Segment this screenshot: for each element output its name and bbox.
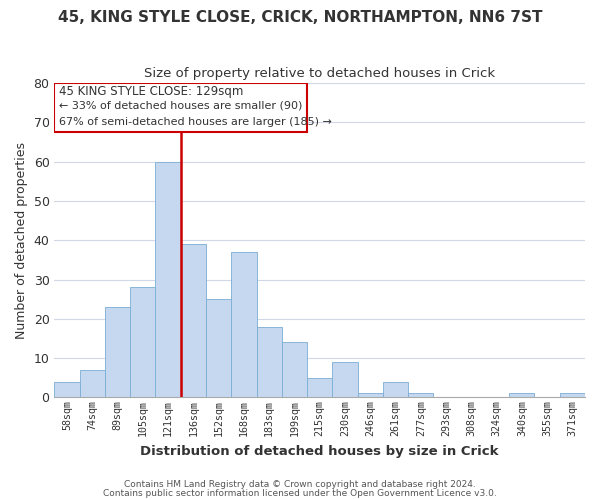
- Bar: [206, 299, 231, 398]
- Bar: [155, 162, 181, 398]
- Bar: [257, 326, 282, 398]
- Text: ← 33% of detached houses are smaller (90): ← 33% of detached houses are smaller (90…: [59, 101, 303, 111]
- Text: Contains public sector information licensed under the Open Government Licence v3: Contains public sector information licen…: [103, 488, 497, 498]
- Bar: [181, 244, 206, 398]
- X-axis label: Distribution of detached houses by size in Crick: Distribution of detached houses by size …: [140, 444, 499, 458]
- Bar: [332, 362, 358, 398]
- Y-axis label: Number of detached properties: Number of detached properties: [15, 142, 28, 338]
- Bar: [130, 288, 155, 398]
- Text: Contains HM Land Registry data © Crown copyright and database right 2024.: Contains HM Land Registry data © Crown c…: [124, 480, 476, 489]
- Bar: [80, 370, 105, 398]
- Bar: [560, 394, 585, 398]
- Bar: [282, 342, 307, 398]
- Text: 67% of semi-detached houses are larger (185) →: 67% of semi-detached houses are larger (…: [59, 116, 332, 126]
- Bar: [55, 382, 80, 398]
- Text: 45, KING STYLE CLOSE, CRICK, NORTHAMPTON, NN6 7ST: 45, KING STYLE CLOSE, CRICK, NORTHAMPTON…: [58, 10, 542, 25]
- Bar: [105, 307, 130, 398]
- Text: 45 KING STYLE CLOSE: 129sqm: 45 KING STYLE CLOSE: 129sqm: [59, 85, 244, 98]
- Bar: [358, 394, 383, 398]
- Bar: [383, 382, 408, 398]
- Bar: [307, 378, 332, 398]
- Bar: [509, 394, 535, 398]
- FancyBboxPatch shape: [55, 83, 307, 132]
- Bar: [231, 252, 257, 398]
- Bar: [408, 394, 433, 398]
- Title: Size of property relative to detached houses in Crick: Size of property relative to detached ho…: [144, 68, 495, 80]
